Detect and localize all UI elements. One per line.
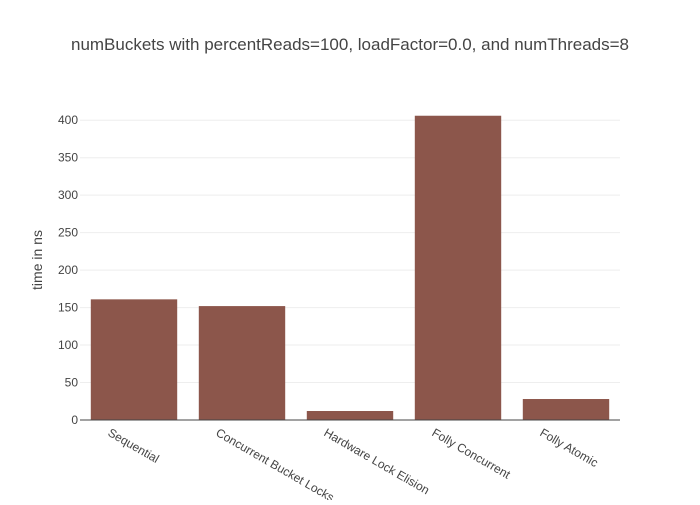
y-axis-title: time in ns xyxy=(29,230,45,290)
y-tick-label: 250 xyxy=(58,226,78,240)
y-tick-label: 350 xyxy=(58,151,78,165)
y-tick-label: 100 xyxy=(58,338,78,352)
bar[interactable] xyxy=(414,115,502,420)
bar[interactable] xyxy=(306,411,394,420)
y-tick-label: 300 xyxy=(58,188,78,202)
y-tick-label: 150 xyxy=(58,301,78,315)
bar[interactable] xyxy=(522,399,610,420)
y-axis: 0 50 100 150 200 250 300 350 400 xyxy=(58,113,78,427)
y-tick-label: 0 xyxy=(71,413,78,427)
bars xyxy=(90,115,610,420)
y-tick-label: 400 xyxy=(58,113,78,127)
y-tick-label: 200 xyxy=(58,263,78,277)
bar[interactable] xyxy=(90,299,178,420)
chart-title: numBuckets with percentReads=100, loadFa… xyxy=(71,35,629,54)
bar[interactable] xyxy=(198,306,286,420)
y-tick-label: 50 xyxy=(65,376,79,390)
